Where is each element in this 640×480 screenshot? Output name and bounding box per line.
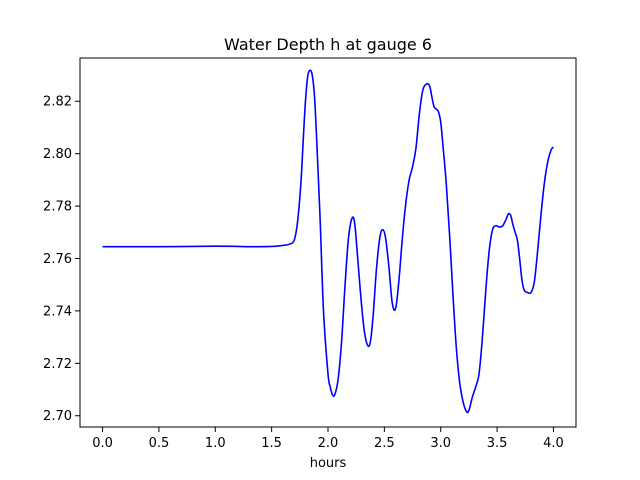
chart-title: Water Depth h at gauge 6 xyxy=(224,35,432,54)
x-tick-label: 0.0 xyxy=(92,436,113,451)
plot-frame xyxy=(79,57,577,428)
x-tick-label: 2.0 xyxy=(318,436,339,451)
y-tick-label: 2.80 xyxy=(43,147,72,162)
x-tick-label: 1.5 xyxy=(261,436,282,451)
y-tick-label: 2.76 xyxy=(43,252,72,267)
y-tick-label: 2.72 xyxy=(43,357,72,372)
x-tick-label: 3.0 xyxy=(430,436,451,451)
plot-lines xyxy=(102,69,555,414)
axis-ticks: 0.0 0.5 1.0 1.5 2.0 2.5 3.0 3.5 4.0 2.70 2.72 2.74 2… xyxy=(43,95,564,451)
y-tick-label: 2.78 xyxy=(43,200,72,215)
x-axis-label: hours xyxy=(310,456,347,471)
x-tick-label: 1.0 xyxy=(205,436,226,451)
x-tick-label: 2.5 xyxy=(374,436,395,451)
series-line-0 xyxy=(102,69,555,414)
x-tick-label: 0.5 xyxy=(149,436,170,451)
y-tick-label: 2.70 xyxy=(43,409,72,424)
y-tick-label: 2.74 xyxy=(43,304,72,319)
x-tick-label: 3.5 xyxy=(487,436,508,451)
y-tick-label: 2.82 xyxy=(43,95,72,110)
x-tick-label: 4.0 xyxy=(543,436,564,451)
